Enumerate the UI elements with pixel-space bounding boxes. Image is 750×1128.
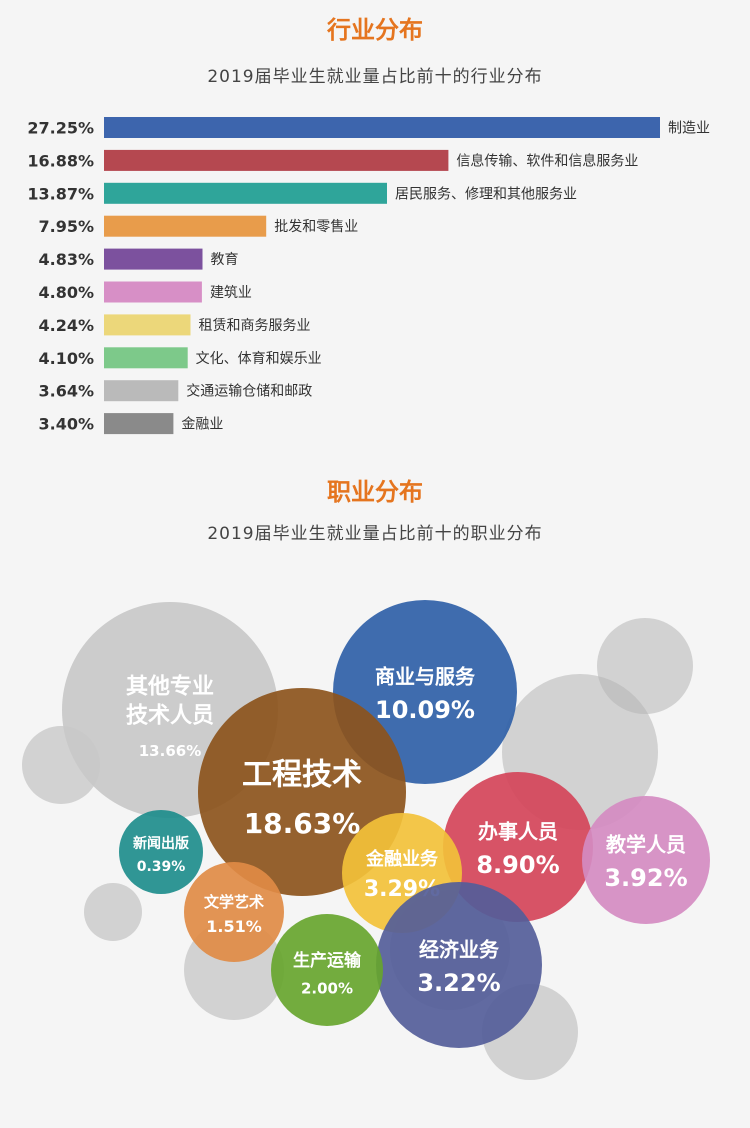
industry-subtitle: 2019届毕业生就业量占比前十的行业分布 [207, 67, 543, 87]
industry-bar-chart: 27.25% 制造业 16.88% 信息传输、软件和信息服务业 13.87% 居民服务、修… [27, 117, 710, 435]
bar-value-label: 27.25% [27, 119, 94, 138]
bubble-circle [376, 882, 542, 1048]
bubble-value: 3.22% [417, 969, 500, 997]
bar-category-label: 信息传输、软件和信息服务业 [456, 152, 638, 169]
bar-category-label: 居民服务、修理和其他服务业 [395, 186, 577, 202]
bubble-circle [271, 914, 383, 1026]
bar-8 [104, 347, 188, 369]
bar-category-label: 教育 [211, 252, 239, 268]
bubble-label: 文学艺术 [204, 893, 264, 911]
bar-7 [104, 314, 191, 336]
bubble-value: 2.00% [301, 980, 353, 998]
bubble-label: 技术人员 [126, 703, 214, 728]
bubble-value: 8.90% [476, 851, 559, 879]
bubble-circle [443, 772, 593, 922]
bubble-9: 文学艺术 1.51% [184, 862, 284, 962]
bubble-value: 10.09% [375, 696, 475, 724]
occupation-title: 职业分布 [327, 478, 423, 506]
bar-4 [104, 215, 267, 237]
bar-6 [104, 281, 202, 303]
bubble-value: 18.63% [244, 807, 361, 840]
bar-value-label: 16.88% [27, 151, 94, 170]
bubble-5: 教学人员 3.92% [582, 796, 710, 924]
bar-category-label: 文化、体育和娱乐业 [196, 351, 322, 367]
bubble-label: 其他专业 [126, 674, 214, 700]
bubble-circle [119, 810, 203, 894]
bubble-10: 生产运输 2.00% [271, 914, 383, 1026]
bar-value-label: 4.10% [38, 349, 94, 368]
bar-3 [104, 182, 387, 204]
bar-category-label: 批发和零售业 [274, 219, 358, 235]
bubble-label: 教学人员 [606, 832, 686, 856]
bubble-label: 商业与服务 [375, 664, 476, 688]
bar-1 [104, 117, 660, 138]
bubble-label: 工程技术 [242, 757, 362, 792]
bubble-value: 0.39% [137, 859, 186, 875]
bar-category-label: 租赁和商务服务业 [199, 318, 311, 334]
bar-value-label: 13.87% [27, 184, 94, 203]
bar-5 [104, 248, 203, 270]
bar-value-label: 4.80% [38, 283, 94, 302]
occupation-subtitle: 2019届毕业生就业量占比前十的职业分布 [207, 524, 543, 544]
bar-value-label: 3.40% [38, 415, 94, 434]
bubble-value: 1.51% [206, 917, 262, 936]
bar-10 [104, 413, 174, 435]
bar-category-label: 交通运输仓储和邮政 [186, 383, 312, 400]
bubble-value: 13.66% [139, 742, 201, 760]
bar-category-label: 建筑业 [210, 285, 252, 301]
bubble-7: 经济业务 3.22% [376, 882, 542, 1048]
bubble-label: 办事人员 [478, 819, 558, 843]
bubble-circle [184, 862, 284, 962]
bar-value-label: 4.83% [38, 250, 94, 269]
bubble-4: 办事人员 8.90% [443, 772, 593, 922]
bubble-label: 金融业务 [365, 848, 439, 870]
bubble-value: 3.92% [604, 864, 687, 892]
bar-2 [104, 149, 449, 171]
industry-title: 行业分布 [327, 16, 423, 44]
bubble-label: 经济业务 [419, 937, 500, 961]
bar-value-label: 7.95% [38, 217, 94, 236]
bubble-label: 新闻出版 [133, 835, 189, 852]
bubble-8: 新闻出版 0.39% [119, 810, 203, 894]
bar-value-label: 4.24% [38, 316, 94, 335]
decorative-circle [84, 883, 142, 941]
bubble-circle [582, 796, 710, 924]
bar-category-label: 制造业 [668, 121, 710, 137]
bubble-label: 生产运输 [293, 950, 362, 971]
bar-value-label: 3.64% [38, 382, 94, 401]
bar-category-label: 金融业 [181, 417, 223, 433]
bar-9 [104, 380, 179, 402]
